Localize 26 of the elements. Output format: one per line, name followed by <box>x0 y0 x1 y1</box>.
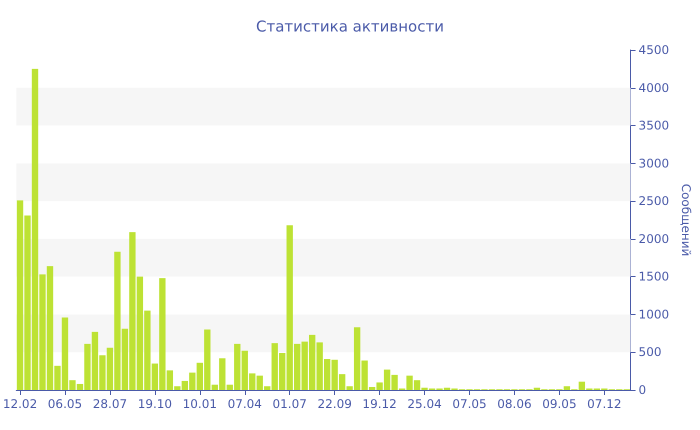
y-tick-label: 1500 <box>638 270 670 284</box>
x-tick-label: 01.07 <box>272 397 307 411</box>
x-tick-label: 07.04 <box>228 397 262 411</box>
x-tick-label: 06.05 <box>48 397 82 411</box>
x-tick-label: 09.05 <box>542 397 577 411</box>
y-tick-label: 2000 <box>638 232 670 246</box>
y-tick-label: 4000 <box>638 80 670 95</box>
x-tick-label: 08.06 <box>497 397 532 411</box>
x-tick-label: 10.01 <box>182 397 217 411</box>
y-axis-title: Сообщений <box>679 184 693 256</box>
y-tick-label: 3500 <box>638 118 670 133</box>
x-tick-label: 28.07 <box>92 397 128 411</box>
x-tick-label: 19.12 <box>362 397 397 411</box>
y-tick-label: 4500 <box>638 43 670 57</box>
y-tick-label: 0 <box>638 383 646 397</box>
x-tick-label: 25.04 <box>407 397 442 411</box>
x-tick-label: 12.02 <box>2 397 38 411</box>
chart-title: Статистика активности <box>256 18 444 36</box>
y-tick-label: 500 <box>638 345 662 360</box>
x-tick-label: 07.05 <box>452 397 487 411</box>
y-tick-label: 2500 <box>638 194 670 208</box>
y-tick-label: 1000 <box>638 307 670 322</box>
x-tick-label: 22.09 <box>317 397 352 411</box>
x-tick-label: 19.10 <box>138 397 172 411</box>
y-tick-label: 3000 <box>638 156 670 170</box>
x-tick-label: 07.12 <box>587 397 622 411</box>
